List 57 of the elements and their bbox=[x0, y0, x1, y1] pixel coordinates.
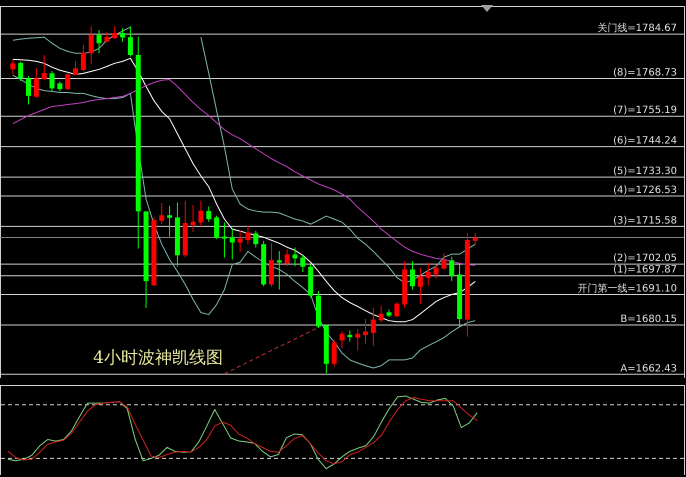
candlestick bbox=[449, 256, 454, 282]
candlestick bbox=[10, 59, 16, 75]
candlestick bbox=[159, 202, 164, 225]
ref-line-label: B=1680.15 bbox=[620, 314, 677, 325]
candlestick bbox=[34, 68, 39, 98]
candlestick bbox=[230, 228, 235, 260]
ref-line-label: (6)=1744.24 bbox=[613, 136, 677, 147]
candlestick bbox=[363, 318, 368, 344]
candlestick bbox=[214, 215, 220, 240]
ref-line-label: (1)=1697.87 bbox=[613, 264, 677, 276]
annotation: 4小时波神凯线图 bbox=[93, 348, 223, 368]
candlestick bbox=[292, 247, 298, 267]
candlestick bbox=[284, 248, 290, 267]
candlestick bbox=[50, 70, 55, 92]
candlestick bbox=[441, 252, 446, 270]
candlestick bbox=[410, 260, 416, 290]
candlestick bbox=[128, 26, 133, 58]
candlestick bbox=[57, 81, 62, 92]
candlestick bbox=[222, 222, 227, 258]
ref-line-label: (3)=1715.58 bbox=[613, 215, 677, 226]
ref-line-label: (5)=1733.30 bbox=[613, 166, 677, 178]
ref-line-label: 开门第一线=1691.10 bbox=[577, 282, 677, 295]
candlestick bbox=[355, 328, 360, 351]
candlestick bbox=[198, 200, 204, 227]
ref-line-label: A=1662.43 bbox=[620, 363, 677, 374]
candlestick bbox=[378, 305, 384, 323]
candlestick bbox=[238, 230, 243, 252]
candlestick bbox=[394, 302, 400, 318]
candlestick bbox=[42, 54, 47, 81]
candlestick bbox=[26, 76, 32, 105]
candlestick bbox=[120, 28, 126, 42]
candlestick bbox=[472, 232, 478, 246]
candlestick bbox=[112, 26, 118, 40]
candlestick bbox=[18, 61, 24, 82]
candlestick bbox=[426, 262, 431, 286]
candlestick bbox=[300, 254, 306, 272]
ref-line-label: (8)=1768.73 bbox=[613, 68, 677, 79]
ref-line-label: (4)=1726.53 bbox=[613, 184, 677, 196]
candlestick bbox=[332, 339, 337, 368]
candlestick bbox=[96, 29, 102, 54]
candlestick bbox=[206, 206, 212, 222]
candlestick bbox=[167, 205, 172, 238]
candlestick bbox=[434, 264, 439, 280]
candlestick bbox=[340, 331, 344, 349]
candlestick bbox=[245, 225, 250, 245]
candlestick bbox=[104, 31, 110, 43]
candlestick bbox=[65, 72, 70, 91]
candlestick bbox=[370, 307, 376, 346]
ref-line-label: (2)=1702.05 bbox=[613, 253, 677, 264]
candlestick bbox=[80, 44, 86, 72]
candlestick bbox=[190, 204, 196, 232]
candlestick bbox=[88, 26, 94, 65]
ref-line-label: (7)=1755.19 bbox=[613, 105, 677, 116]
candlestick bbox=[418, 267, 423, 304]
candlestick bbox=[73, 60, 78, 76]
ref-line-label: 关门线=1784.67 bbox=[597, 22, 677, 34]
candlestick bbox=[253, 230, 258, 248]
